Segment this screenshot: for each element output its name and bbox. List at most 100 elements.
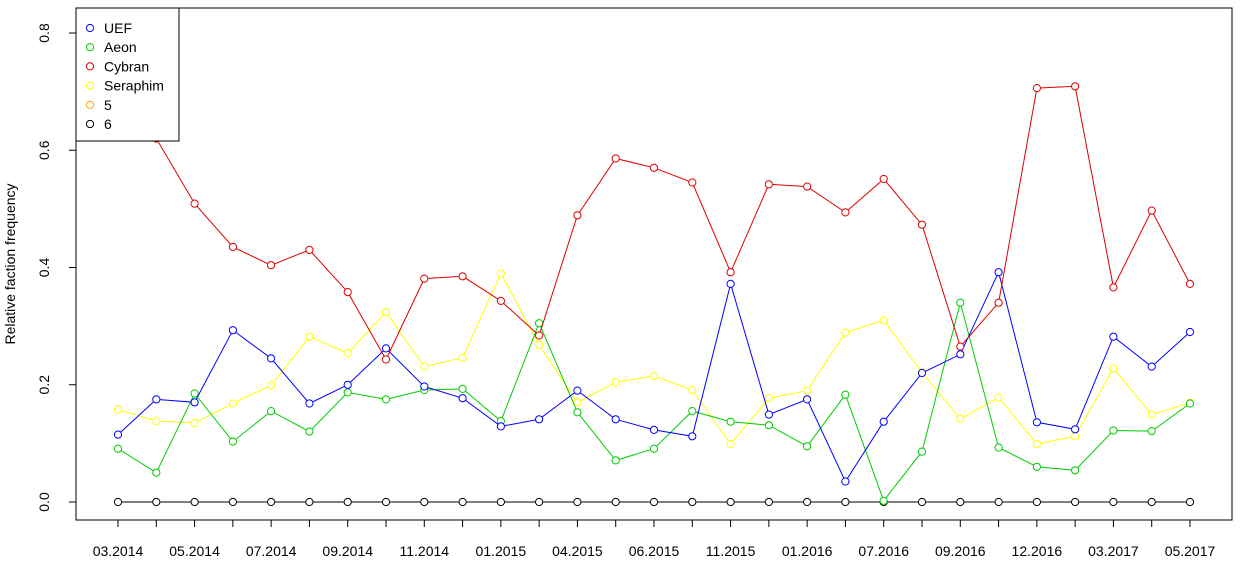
data-point (726, 497, 735, 507)
data-point (1185, 399, 1195, 408)
data-point (573, 211, 582, 220)
data-point (803, 182, 812, 191)
data-point (1185, 327, 1195, 337)
data-point (496, 497, 505, 507)
data-point (994, 298, 1003, 307)
y-tick-label: 0.0 (36, 492, 52, 512)
data-point (420, 274, 429, 283)
data-point (228, 399, 237, 408)
series-line (117, 272, 1191, 445)
data-point (305, 245, 314, 254)
data-point (343, 349, 352, 358)
data-point (1185, 497, 1195, 507)
data-point (841, 328, 850, 337)
data-point (152, 395, 161, 404)
data-point (956, 497, 965, 507)
data-point (611, 497, 620, 507)
data-point (1071, 497, 1080, 507)
data-point (688, 178, 697, 187)
data-point (228, 242, 237, 252)
legend-marker (85, 43, 95, 52)
data-point (535, 415, 544, 424)
y-tick-label: 0.8 (36, 23, 52, 43)
data-point (1147, 410, 1156, 419)
data-point (458, 497, 467, 507)
data-point (573, 408, 582, 417)
data-point (956, 342, 965, 351)
data-point (228, 497, 237, 507)
data-point (305, 427, 314, 436)
series-cybran (113, 82, 1195, 364)
x-tick-label: 03.2017 (1088, 543, 1139, 559)
legend-label: 6 (104, 116, 112, 132)
y-axis-title: Relative faction frequency (2, 183, 18, 344)
data-point (1071, 466, 1080, 475)
data-point (535, 319, 544, 328)
data-point (381, 395, 391, 404)
series-seraphim (113, 269, 1195, 449)
x-tick-label: 07.2016 (858, 543, 909, 559)
data-point (726, 268, 735, 277)
x-tick-label: 11.2015 (706, 543, 756, 559)
data-point (649, 425, 659, 434)
data-point (726, 439, 735, 449)
legend-label: Cybran (104, 58, 149, 74)
y-axis: 0.0 0.2 0.4 0.6 0.8 (36, 23, 77, 512)
y-tick-label: 0.6 (36, 140, 52, 160)
data-point (381, 308, 391, 317)
data-point (803, 386, 812, 395)
x-tick-label: 01.2016 (782, 543, 833, 559)
data-point (1032, 418, 1042, 427)
data-point (917, 220, 927, 229)
legend-marker (85, 23, 95, 33)
data-point (535, 497, 544, 507)
data-point (1071, 82, 1080, 91)
x-tick-label: 12.2016 (1012, 543, 1063, 559)
data-point (956, 350, 965, 359)
data-point (841, 390, 850, 399)
data-point (573, 497, 582, 507)
legend: UEF Aeon Cybran Seraphim 5 6 (75, 7, 180, 142)
legend-label: UEF (104, 20, 132, 36)
data-point (917, 368, 927, 378)
data-point (611, 378, 620, 387)
data-point (841, 208, 850, 217)
data-point (1071, 425, 1080, 434)
data-point (343, 497, 352, 507)
data-point (267, 381, 276, 390)
x-tick-label: 01.2015 (476, 543, 527, 559)
data-point (764, 497, 774, 507)
data-point (305, 332, 314, 341)
data-point (611, 415, 620, 424)
data-point (688, 497, 697, 507)
data-point (573, 398, 582, 407)
data-point (152, 497, 161, 507)
series-uef (113, 268, 1195, 486)
data-point (803, 497, 812, 507)
data-point (190, 199, 199, 208)
data-point (1071, 432, 1080, 441)
data-point (190, 398, 199, 407)
data-point (1109, 426, 1118, 435)
data-point (420, 497, 429, 507)
data-point (1109, 332, 1118, 341)
data-point (343, 288, 352, 297)
data-point (267, 354, 276, 363)
data-point (381, 355, 391, 364)
data-point (190, 389, 199, 398)
data-point (803, 395, 812, 404)
data-point (956, 414, 965, 423)
data-point (305, 399, 314, 408)
data-point (1185, 279, 1195, 288)
data-point (917, 497, 927, 507)
data-point (573, 386, 582, 395)
data-point (1109, 497, 1118, 507)
data-point (611, 154, 620, 163)
data-point (190, 418, 199, 427)
data-point (764, 410, 774, 419)
data-point (420, 362, 429, 371)
data-point (841, 497, 850, 507)
data-point (152, 468, 161, 477)
data-point (1109, 283, 1118, 292)
